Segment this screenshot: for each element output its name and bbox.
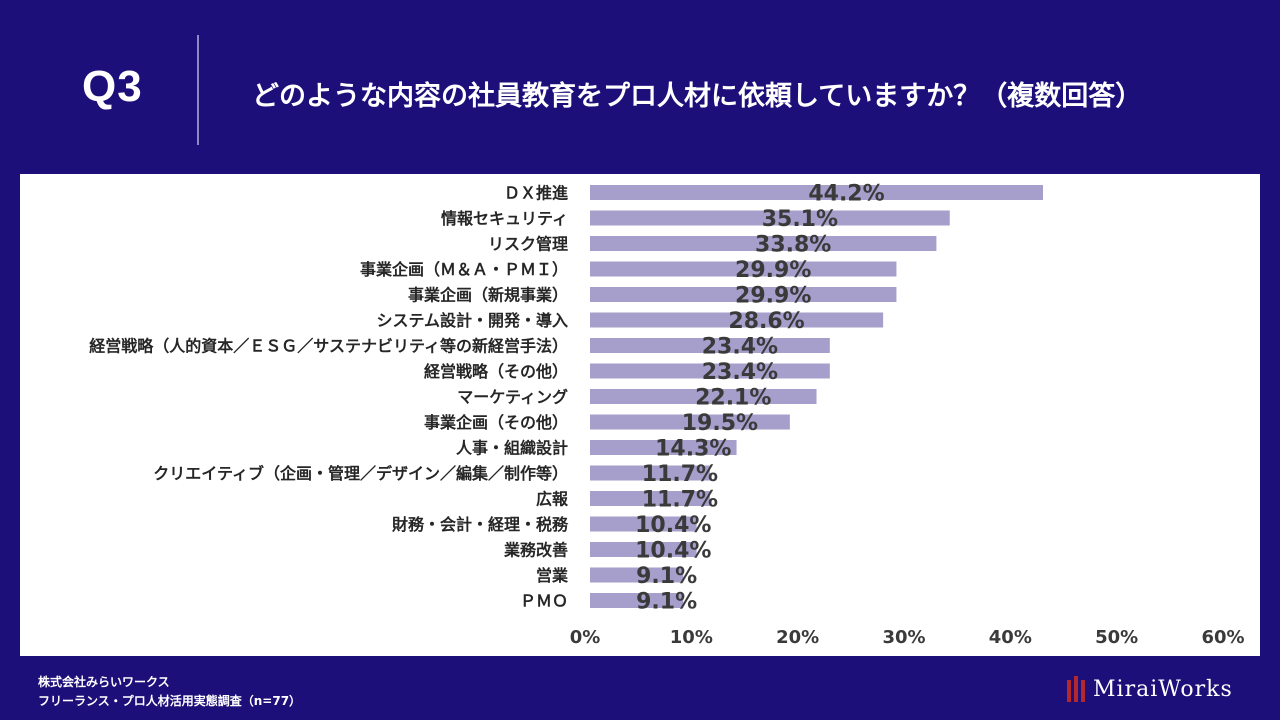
bar-12 — [590, 491, 710, 506]
question-number: Q3 — [82, 62, 143, 111]
bar-6 — [590, 338, 830, 353]
x-tick-label-4: 40% — [989, 627, 1032, 648]
header-divider — [197, 35, 199, 145]
value-label-8: 22.1% — [695, 386, 771, 411]
bar-0 — [590, 185, 1043, 200]
category-label-0: ＤＸ推進 — [504, 184, 568, 203]
category-label-2: リスク管理 — [488, 235, 568, 254]
category-label-8: マーケティング — [457, 388, 568, 407]
question-title: どのような内容の社員教育をプロ人材に依頼していますか？（複数回答） — [252, 81, 1143, 112]
value-label-11: 11.7% — [642, 462, 718, 487]
value-label-1: 35.1% — [762, 207, 838, 232]
company-name: 株式会社みらいワークス — [38, 675, 170, 689]
category-label-1: 情報セキュリティ — [441, 209, 568, 228]
value-label-7: 23.4% — [702, 360, 778, 385]
bar-10 — [590, 440, 737, 455]
x-tick-label-3: 30% — [882, 627, 925, 648]
value-label-9: 19.5% — [682, 411, 758, 436]
bar-11 — [590, 465, 710, 481]
value-label-2: 33.8% — [755, 233, 831, 258]
category-label-7: 経営戦略（その他） — [424, 362, 568, 381]
bar-5 — [590, 312, 884, 328]
x-tick-label-5: 50% — [1095, 627, 1138, 648]
bar-7 — [590, 363, 830, 379]
category-label-3: 事業企画（Ｍ＆Ａ・ＰＭＩ） — [360, 260, 568, 279]
value-label-6: 23.4% — [702, 335, 778, 360]
bar-1 — [590, 210, 950, 226]
bar-8 — [590, 389, 817, 404]
value-label-4: 29.9% — [735, 284, 811, 309]
category-label-9: 事業企画（その他） — [424, 413, 568, 432]
bar-3 — [590, 261, 897, 277]
category-label-10: 人事・組織設計 — [456, 439, 568, 458]
category-label-5: システム設計・開発・導入 — [376, 311, 568, 330]
value-label-14: 10.4% — [635, 539, 711, 564]
category-label-14: 業務改善 — [503, 541, 568, 560]
x-tick-label-2: 20% — [776, 627, 819, 648]
value-label-0: 44.2% — [808, 182, 884, 207]
mirai-works-logo: MiraiWorks — [1067, 672, 1233, 706]
category-label-6: 経営戦略（人的資本／ＥＳＧ／サステナビリティ等の新経営手法） — [89, 337, 568, 356]
bar-4 — [590, 287, 897, 302]
logo-text: MiraiWorks — [1093, 676, 1233, 702]
bar-13 — [590, 516, 697, 532]
x-tick-label-0: 0% — [570, 627, 601, 648]
bar-14 — [590, 542, 697, 557]
bar-2 — [590, 236, 937, 251]
chart-panel: ＤＸ推進 44.2% 情報セキュリティ 35.1% リスク管理 33.8% 事業企画（Ｍ＆Ａ… — [20, 174, 1260, 656]
x-tick-label-6: 60% — [1201, 627, 1244, 648]
category-label-11: クリエイティブ（企画・管理／デザイン／編集／制作等） — [153, 464, 568, 483]
value-label-10: 14.3% — [655, 437, 731, 462]
category-label-4: 事業企画（新規事業） — [408, 286, 568, 305]
value-label-13: 10.4% — [635, 513, 711, 538]
value-label-3: 29.9% — [735, 258, 811, 283]
bar-chart: ＤＸ推進 44.2% 情報セキュリティ 35.1% リスク管理 33.8% 事業企画（Ｍ＆Ａ… — [89, 182, 1244, 649]
x-tick-label-1: 10% — [670, 627, 713, 648]
bar-16 — [590, 593, 684, 608]
category-label-15: 営業 — [536, 566, 569, 585]
value-label-16: 9.1% — [636, 590, 697, 615]
category-label-16: ＰＭＯ — [520, 592, 568, 611]
category-label-12: 広報 — [536, 490, 569, 509]
bar-9 — [590, 414, 790, 430]
survey-name: フリーランス・プロ人材活用実態調査（n=77） — [38, 694, 302, 708]
bar-15 — [590, 567, 684, 583]
value-label-5: 28.6% — [728, 309, 804, 334]
value-label-12: 11.7% — [642, 488, 718, 513]
logo-mark-icon — [1067, 676, 1085, 702]
value-label-15: 9.1% — [636, 564, 697, 589]
category-label-13: 財務・会計・経理・税務 — [392, 515, 569, 534]
